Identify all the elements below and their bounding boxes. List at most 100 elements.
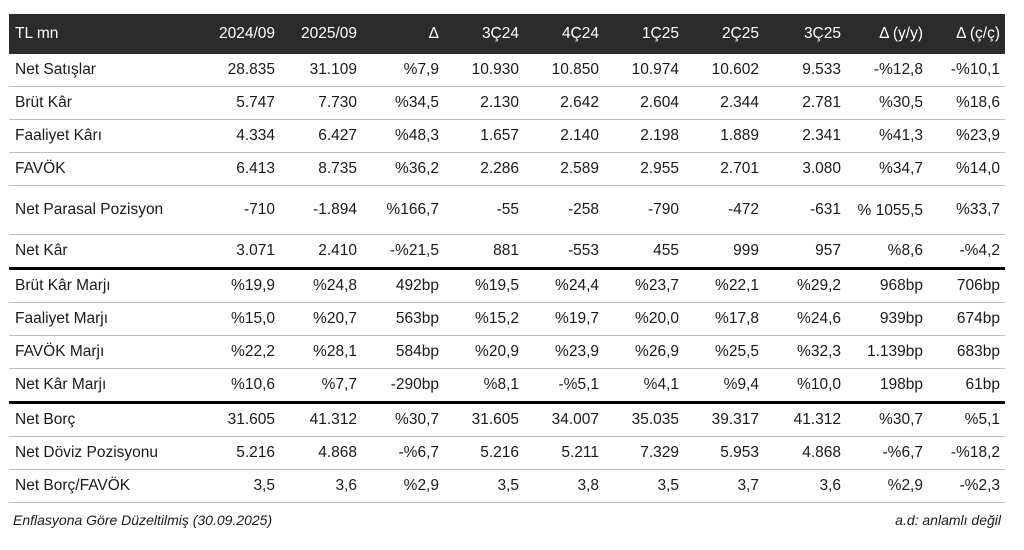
row-label: Faaliyet Marjı — [9, 302, 194, 336]
table-cell: 31.109 — [280, 54, 362, 87]
table-cell: %22,2 — [194, 335, 280, 369]
table-cell: 1.657 — [444, 119, 524, 153]
table-cell: 7.329 — [604, 436, 684, 470]
financial-summary: TL mn 2024/09 2025/09 Δ 3Ç24 4Ç24 1Ç25 2Ç25 3Ç25… — [9, 14, 1005, 503]
table-cell: 31.605 — [444, 402, 524, 437]
table-cell: 1.889 — [684, 119, 764, 153]
table-row: FAVÖK 6.413 8.735 %36,2 2.286 2.589 2.955 2.701… — [9, 152, 1005, 186]
table-cell: 5.747 — [194, 86, 280, 120]
table-row: Brüt Kâr 5.747 7.730 %34,5 2.130 2.642 2.604 2.… — [9, 86, 1005, 120]
table-cell: %10,0 — [764, 368, 846, 404]
table-cell: %30,5 — [846, 86, 928, 120]
table-cell: 3,6 — [764, 469, 846, 503]
table-cell: -%4,2 — [928, 234, 1005, 270]
table-cell: -631 — [764, 185, 846, 235]
table-cell: 4.334 — [194, 119, 280, 153]
table-cell: 683bp — [928, 335, 1005, 369]
table-cell: 3,5 — [194, 469, 280, 503]
table-cell: 35.035 — [604, 402, 684, 437]
table-cell: -%18,2 — [928, 436, 1005, 470]
table-cell: -%5,1 — [524, 368, 604, 404]
table-row: Net Borç/FAVÖK 3,5 3,6 %2,9 3,5 3,8 3,5 3,7 3,6%… — [9, 469, 1005, 503]
table-cell: %10,6 — [194, 368, 280, 404]
table-cell: %24,4 — [524, 268, 604, 303]
table-cell: 10.850 — [524, 54, 604, 87]
column-header: Δ (ç/ç) — [928, 14, 1005, 54]
table-cell: %8,6 — [846, 234, 928, 270]
table-cell: -258 — [524, 185, 604, 235]
table-cell: %23,9 — [928, 119, 1005, 153]
table-cell: %48,3 — [362, 119, 444, 153]
table-row: Faaliyet Marjı %15,0 %20,7 563bp %15,2 %19,7%… — [9, 302, 1005, 336]
table-cell: 3,8 — [524, 469, 604, 503]
table-body: Net Satışlar 28.835 31.109 %7,9 10.930 10.850… — [9, 54, 1005, 503]
table-cell: %24,6 — [764, 302, 846, 336]
table-cell: %19,7 — [524, 302, 604, 336]
table-cell: %25,5 — [684, 335, 764, 369]
table-cell: -%21,5 — [362, 234, 444, 270]
table-cell: %19,5 — [444, 268, 524, 303]
table-cell: %7,7 — [280, 368, 362, 404]
column-header: 4Ç24 — [524, 14, 604, 54]
table-cell: 41.312 — [764, 402, 846, 437]
table-cell: %2,9 — [362, 469, 444, 503]
table-cell: -%10,1 — [928, 54, 1005, 87]
table-cell: %20,9 — [444, 335, 524, 369]
table-cell: 61bp — [928, 368, 1005, 404]
table-cell: %36,2 — [362, 152, 444, 186]
table-cell: 957 — [764, 234, 846, 270]
table-cell: 2.198 — [604, 119, 684, 153]
column-header: 1Ç25 — [604, 14, 684, 54]
row-label: Net Satışlar — [9, 54, 194, 87]
table-cell: 3.071 — [194, 234, 280, 270]
table-cell: 2.344 — [684, 86, 764, 120]
table-cell: %15,0 — [194, 302, 280, 336]
row-label: FAVÖK Marjı — [9, 335, 194, 369]
header-row: TL mn 2024/09 2025/09 Δ 3Ç24 4Ç24 1Ç25 2Ç25 3Ç25… — [9, 14, 1005, 54]
table-cell: 9.533 — [764, 54, 846, 87]
table-row: Faaliyet Kârı 4.334 6.427 %48,3 1.657 2.140 2.… — [9, 119, 1005, 153]
table-cell: %4,1 — [604, 368, 684, 404]
column-header: 2Ç25 — [684, 14, 764, 54]
column-header: Δ (y/y) — [846, 14, 928, 54]
table-row: Net Satışlar 28.835 31.109 %7,9 10.930 10.850… — [9, 54, 1005, 87]
table-cell: 939bp — [846, 302, 928, 336]
financial-table: TL mn 2024/09 2025/09 Δ 3Ç24 4Ç24 1Ç25 2Ç25 3Ç25… — [9, 14, 1005, 503]
row-label: Net Borç — [9, 402, 194, 437]
table-cell: %19,9 — [194, 268, 280, 303]
table-cell: %18,6 — [928, 86, 1005, 120]
table-cell: 39.317 — [684, 402, 764, 437]
table-cell: -553 — [524, 234, 604, 270]
table-cell: 706bp — [928, 268, 1005, 303]
table-cell: 4.868 — [764, 436, 846, 470]
table-cell: -710 — [194, 185, 280, 235]
table-cell: 584bp — [362, 335, 444, 369]
table-cell: %32,3 — [764, 335, 846, 369]
table-footer: Enflasyona Göre Düzeltilmiş (30.09.2025)… — [13, 512, 1001, 532]
table-row: Net Döviz Pozisyonu 5.216 4.868 -%6,7 5.216 5… — [9, 436, 1005, 470]
table-cell: 2.781 — [764, 86, 846, 120]
table-cell: -472 — [684, 185, 764, 235]
column-header: TL mn — [9, 14, 194, 54]
row-label: Net Parasal Pozisyon — [9, 185, 194, 235]
table-cell: 2.604 — [604, 86, 684, 120]
table-cell: %20,7 — [280, 302, 362, 336]
row-label: FAVÖK — [9, 152, 194, 186]
table-cell: 31.605 — [194, 402, 280, 437]
table-cell: %23,9 — [524, 335, 604, 369]
table-cell: -%6,7 — [846, 436, 928, 470]
table-cell: 2.341 — [764, 119, 846, 153]
table-cell: 881 — [444, 234, 524, 270]
table-cell: 3.080 — [764, 152, 846, 186]
table-row: Net Parasal Pozisyon -710 -1.894 %166,7 -55-… — [9, 185, 1005, 235]
table-cell: %15,2 — [444, 302, 524, 336]
table-cell: 3,6 — [280, 469, 362, 503]
table-cell: 455 — [604, 234, 684, 270]
table-cell: %34,5 — [362, 86, 444, 120]
table-cell: 10.930 — [444, 54, 524, 87]
table-cell: 563bp — [362, 302, 444, 336]
table-cell: %5,1 — [928, 402, 1005, 437]
table-cell: %17,8 — [684, 302, 764, 336]
table-cell: % 1055,5 — [846, 185, 928, 235]
table-cell: -%2,3 — [928, 469, 1005, 503]
